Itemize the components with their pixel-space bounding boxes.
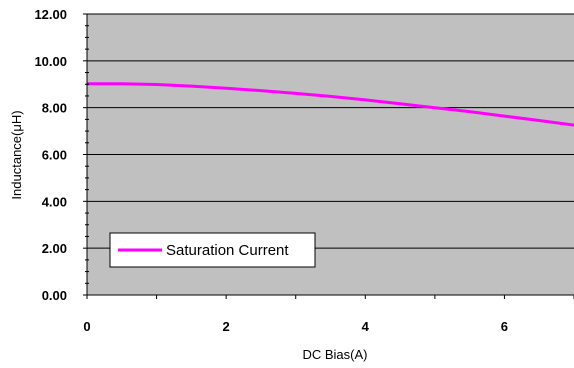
y-tick-label: 6.00 [42, 148, 67, 163]
legend: Saturation Current [109, 232, 316, 268]
legend-label: Saturation Current [166, 242, 289, 259]
y-tick-label: 12.00 [34, 7, 67, 22]
y-tick-label: 4.00 [42, 194, 67, 209]
x-axis-title: DC Bias(A) [302, 347, 367, 362]
x-tick-label: 6 [501, 319, 508, 334]
series-line [87, 82, 574, 127]
y-axis-ticks: 0.00 2.00 4.00 6.00 8.00 10.00 12.00 [34, 7, 89, 303]
series-group [87, 82, 574, 127]
y-tick-label: 8.00 [42, 101, 67, 116]
y-tick-label: 10.00 [34, 54, 67, 69]
x-tick-label: 2 [223, 319, 230, 334]
x-axis-ticks: 0 2 4 6 [83, 295, 574, 334]
y-axis-title: Inductance(μH) [9, 110, 24, 199]
y-tick-label: 0.00 [42, 288, 67, 303]
x-tick-label: 0 [83, 319, 90, 334]
y-tick-label: 2.00 [42, 241, 67, 256]
x-tick-label: 4 [362, 319, 370, 334]
